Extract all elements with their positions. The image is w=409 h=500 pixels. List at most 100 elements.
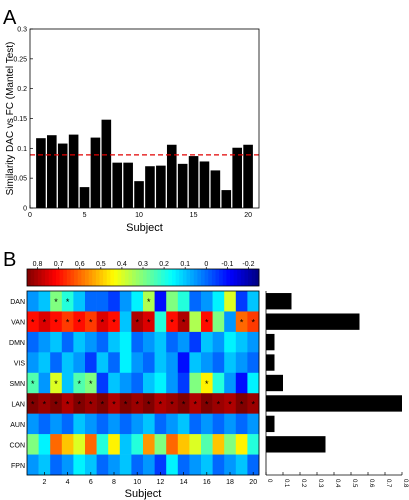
heatmap-cell bbox=[38, 372, 51, 394]
heatmap-cell bbox=[224, 434, 237, 455]
hbar bbox=[266, 374, 283, 392]
heatmap-cell bbox=[189, 434, 202, 455]
colorbar-segment bbox=[37, 269, 42, 286]
heatmap-cell bbox=[108, 331, 121, 353]
heatmap-cell bbox=[38, 393, 51, 414]
heatmap-frame bbox=[26, 290, 260, 476]
heatmap-cell bbox=[224, 331, 237, 353]
heatmap-cell bbox=[131, 311, 144, 333]
heatmap-cell bbox=[235, 352, 248, 374]
heatmap-cell bbox=[38, 413, 51, 435]
y-tick-label: 0.05 bbox=[13, 176, 27, 183]
row-label: CON bbox=[9, 442, 25, 449]
significance-marker: * bbox=[54, 297, 58, 307]
heatmap-cell bbox=[73, 372, 86, 394]
heatmap-cell bbox=[212, 434, 225, 455]
heatmap-cell bbox=[224, 413, 237, 435]
heatmap-cell bbox=[247, 393, 260, 414]
x-tick-label: 0.4 bbox=[334, 479, 340, 488]
heatmap-cell bbox=[247, 311, 260, 333]
heatmap-cell bbox=[143, 311, 155, 333]
heatmap-cell bbox=[212, 454, 225, 476]
significance-marker: * bbox=[54, 318, 58, 328]
heatmap-cell bbox=[247, 352, 260, 374]
heatmap-cell bbox=[85, 311, 97, 333]
colorbar-segment bbox=[48, 269, 53, 286]
colorbar-segment bbox=[226, 269, 231, 286]
heatmap-cell bbox=[27, 352, 39, 374]
x-tick-label: 0 bbox=[266, 479, 272, 483]
colorbar-tick-label: 0.6 bbox=[75, 261, 85, 268]
x-tick-label: 0 bbox=[28, 212, 32, 219]
colorbar-segment bbox=[150, 269, 155, 286]
significance-marker: * bbox=[135, 318, 139, 328]
significance-marker: * bbox=[101, 399, 105, 409]
colorbar-segment bbox=[175, 269, 180, 286]
heatmap-cell bbox=[189, 413, 202, 435]
heatmap-cell bbox=[61, 372, 74, 394]
heatmap-cell bbox=[61, 454, 74, 476]
colorbar-tick-label: 0.7 bbox=[54, 261, 64, 268]
significance-marker: * bbox=[54, 399, 58, 409]
heatmap-cell bbox=[143, 291, 155, 312]
significance-marker: * bbox=[159, 399, 163, 409]
heatmap-cell bbox=[96, 413, 109, 435]
colorbar-segment bbox=[128, 269, 133, 286]
heatmap-cell bbox=[85, 413, 97, 435]
colorbar-segment bbox=[59, 269, 64, 286]
heatmap-cell bbox=[177, 311, 190, 333]
colorbar-segment bbox=[172, 269, 177, 286]
colorbar-segment bbox=[132, 269, 137, 286]
significance-marker: * bbox=[89, 379, 93, 389]
heatmap-cell bbox=[73, 454, 86, 476]
heatmap-cell bbox=[96, 291, 109, 312]
heatmap-cell bbox=[131, 331, 144, 353]
colorbar-segment bbox=[182, 269, 187, 286]
x-tick-label: 0.6 bbox=[368, 479, 374, 488]
significance-marker: * bbox=[228, 399, 232, 409]
heatmap-cell bbox=[189, 331, 202, 353]
x-tick-label: 0.3 bbox=[317, 479, 323, 488]
significance-marker: * bbox=[66, 297, 70, 307]
heatmap-cell bbox=[154, 311, 167, 333]
significance-marker: * bbox=[112, 399, 116, 409]
heatmap-cell bbox=[235, 413, 248, 435]
colorbar-segment bbox=[34, 269, 39, 286]
row-label: VIS bbox=[14, 361, 26, 368]
heatmap-cell bbox=[201, 393, 213, 414]
heatmap-cell bbox=[38, 454, 51, 476]
heatmap-cell bbox=[235, 291, 248, 312]
heatmap-cell bbox=[108, 454, 121, 476]
heatmap-cell bbox=[154, 352, 167, 374]
heatmap-cell bbox=[177, 372, 190, 394]
significance-marker: * bbox=[251, 399, 255, 409]
x-tick-label: 12 bbox=[157, 479, 165, 486]
heatmap-cell bbox=[177, 352, 190, 374]
significance-marker: * bbox=[112, 318, 116, 328]
heatmap-cell bbox=[235, 372, 248, 394]
colorbar-segment bbox=[114, 269, 119, 286]
heatmap-cell bbox=[61, 352, 74, 374]
heatmap-cell bbox=[166, 352, 179, 374]
heatmap-cell bbox=[131, 454, 144, 476]
significance-marker: * bbox=[101, 318, 105, 328]
colorbar-segment bbox=[92, 269, 97, 286]
significance-marker: * bbox=[205, 379, 209, 389]
heatmap-cell bbox=[85, 434, 97, 455]
heatmap-cell bbox=[108, 311, 121, 333]
y-tick-label: 0.1 bbox=[17, 146, 27, 153]
significance-marker: * bbox=[31, 399, 35, 409]
colorbar-segment bbox=[240, 269, 245, 286]
significance-marker: * bbox=[251, 318, 255, 328]
significance-marker: * bbox=[31, 318, 35, 328]
heatmap-cell bbox=[73, 413, 86, 435]
colorbar-segment bbox=[74, 269, 79, 286]
y-tick-label: 0 bbox=[23, 206, 27, 213]
colorbar-segment bbox=[30, 269, 35, 286]
heatmap-cell bbox=[38, 352, 51, 374]
heatmap-cell bbox=[143, 352, 155, 374]
colorbar-segment bbox=[248, 269, 253, 286]
heatmap-cell bbox=[50, 434, 63, 455]
bar bbox=[68, 134, 79, 208]
bar bbox=[79, 187, 90, 208]
